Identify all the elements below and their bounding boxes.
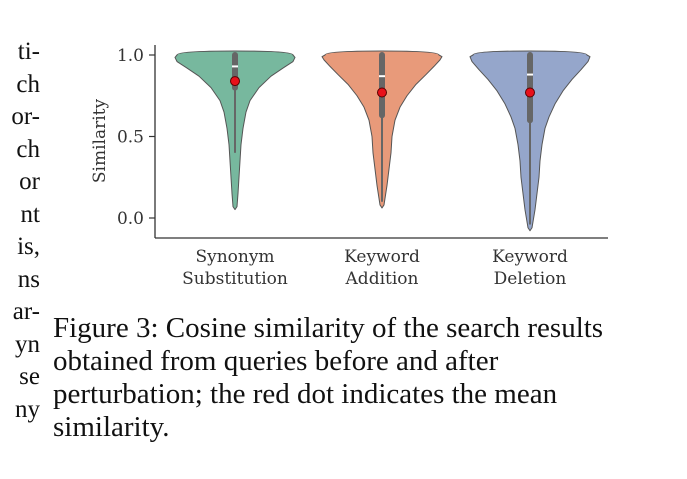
violin-mean-dot [377, 87, 387, 98]
left-text-fragment: yn [15, 330, 40, 358]
figure-caption: Figure 3: Cosine similarity of the searc… [53, 312, 604, 443]
x-category-label: Keyword [492, 247, 568, 267]
left-text-fragment: se [19, 363, 40, 390]
y-tick-label: 0.0 [117, 209, 144, 229]
y-tick-label: 1.0 [117, 46, 144, 66]
left-text-fragment: ti- [17, 38, 40, 65]
x-category-label: Deletion [494, 269, 567, 289]
left-text-fragment: ar- [12, 298, 40, 325]
y-ticks: 0.0 0.5 1.0 [117, 46, 155, 229]
x-category-label: Addition [345, 269, 419, 289]
x-category-label: Synonym [195, 247, 274, 267]
left-text-fragment: or [19, 168, 40, 195]
violin-mean-dot [230, 76, 240, 87]
y-axis-title: Similarity [90, 99, 110, 184]
violin-mean-dot [525, 87, 535, 98]
plot-area [174, 50, 591, 232]
x-categories: SynonymSubstitutionKeywordAdditionKeywor… [182, 247, 568, 289]
y-tick-label: 0.5 [117, 128, 144, 148]
x-category-label: Keyword [344, 247, 420, 267]
left-text-fragment: or- [11, 103, 40, 130]
left-text-fragment: ch [16, 135, 40, 163]
left-text-fragment: ch [16, 70, 40, 98]
violin-chart: 0.00.51.0 SynonymSubstitutionKeywordAddi… [90, 45, 608, 289]
left-text-fragment: is, [17, 233, 40, 260]
left-column-fragments: ti-ch or-ch or nt is, ns ar-yn se ny [0, 36, 40, 426]
left-text-fragment: nt [20, 200, 40, 228]
left-text-fragment: ns [17, 265, 40, 293]
left-text-fragment: ny [15, 395, 40, 423]
x-category-label: Substitution [182, 269, 288, 289]
